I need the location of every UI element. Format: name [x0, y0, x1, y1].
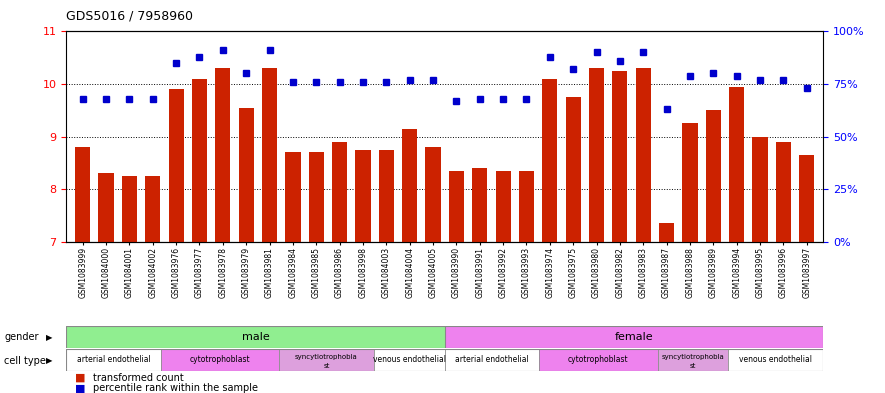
- Bar: [566, 97, 581, 242]
- Bar: [612, 71, 627, 242]
- Bar: [776, 142, 791, 242]
- Text: ■: ■: [75, 373, 86, 383]
- Text: syncytiotrophobla: syncytiotrophobla: [295, 354, 358, 360]
- Text: gender: gender: [4, 332, 39, 342]
- Text: cytotrophoblast: cytotrophoblast: [189, 356, 250, 364]
- Bar: [426, 147, 441, 242]
- Bar: [66, 349, 161, 371]
- Bar: [402, 129, 417, 242]
- Text: st: st: [323, 363, 330, 369]
- Bar: [444, 326, 823, 348]
- Bar: [309, 152, 324, 242]
- Text: GDS5016 / 7958960: GDS5016 / 7958960: [66, 10, 194, 23]
- Bar: [519, 171, 534, 242]
- Bar: [659, 223, 674, 242]
- Text: cell type: cell type: [4, 356, 46, 366]
- Bar: [66, 242, 823, 321]
- Text: ▶: ▶: [46, 356, 52, 365]
- Bar: [728, 349, 823, 371]
- Bar: [145, 176, 160, 242]
- Text: syncytiotrophobla: syncytiotrophobla: [662, 354, 724, 360]
- Bar: [539, 349, 658, 371]
- Text: ■: ■: [75, 383, 86, 393]
- Bar: [473, 168, 488, 242]
- Text: cytotrophoblast: cytotrophoblast: [568, 356, 628, 364]
- Text: female: female: [614, 332, 653, 342]
- Bar: [705, 110, 721, 242]
- Bar: [279, 349, 373, 371]
- Text: venous endothelial: venous endothelial: [739, 356, 812, 364]
- Bar: [215, 68, 230, 242]
- Bar: [444, 349, 539, 371]
- Bar: [75, 147, 90, 242]
- Bar: [285, 152, 301, 242]
- Text: arterial endothelial: arterial endothelial: [455, 356, 529, 364]
- Bar: [752, 136, 767, 242]
- Bar: [168, 89, 184, 242]
- Bar: [239, 108, 254, 242]
- Bar: [373, 349, 444, 371]
- Bar: [729, 86, 744, 242]
- Text: arterial endothelial: arterial endothelial: [77, 356, 150, 364]
- Text: venous endothelial: venous endothelial: [373, 356, 446, 364]
- Text: transformed count: transformed count: [93, 373, 184, 383]
- Text: male: male: [242, 332, 269, 342]
- Bar: [66, 326, 444, 348]
- Bar: [496, 171, 511, 242]
- Bar: [449, 171, 464, 242]
- Bar: [332, 142, 347, 242]
- Bar: [799, 155, 814, 242]
- Bar: [658, 349, 728, 371]
- Bar: [161, 349, 279, 371]
- Text: ▶: ▶: [46, 333, 52, 342]
- Bar: [379, 150, 394, 242]
- Bar: [635, 68, 650, 242]
- Bar: [543, 79, 558, 242]
- Bar: [122, 176, 137, 242]
- Text: st: st: [689, 363, 696, 369]
- Bar: [682, 123, 697, 242]
- Bar: [192, 79, 207, 242]
- Bar: [356, 150, 371, 242]
- Bar: [262, 68, 277, 242]
- Text: percentile rank within the sample: percentile rank within the sample: [93, 383, 258, 393]
- Bar: [98, 173, 113, 242]
- Bar: [589, 68, 604, 242]
